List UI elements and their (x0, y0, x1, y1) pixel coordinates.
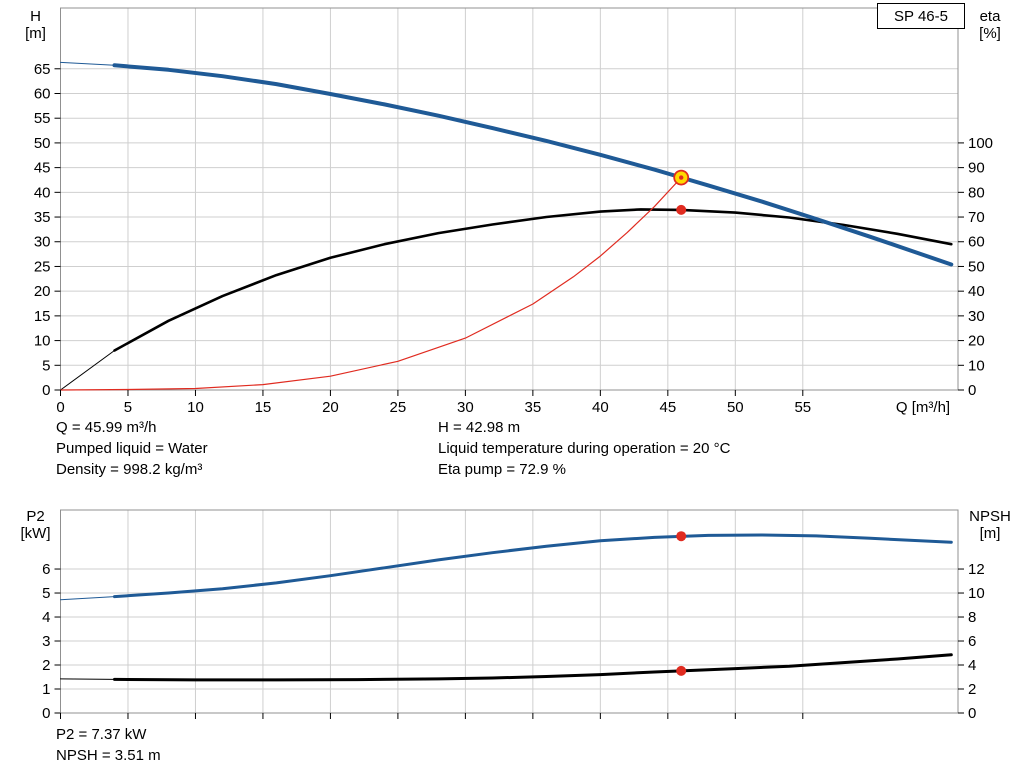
y-right-tick-label: 30 (968, 308, 985, 325)
y-left-tick-label: 10 (34, 333, 51, 350)
y-left-tick-label: 20 (34, 283, 51, 300)
y-left-tick-label: 4 (42, 609, 50, 626)
y-left-tick-label: 3 (42, 633, 50, 650)
x-tick-label: 45 (659, 399, 676, 416)
y-left-axis-title: P2 (26, 508, 44, 525)
info-line-density: Density = 998.2 kg/m³ (56, 461, 203, 478)
y-left-tick-label: 15 (34, 308, 51, 325)
npsh-point-marker (676, 665, 687, 676)
npsh-curve-lead (60, 678, 115, 680)
y-right-tick-label: 0 (968, 382, 976, 399)
info-line-npsh: NPSH = 3.51 m (56, 747, 161, 764)
y-right-tick-label: 90 (968, 160, 985, 177)
y-right-tick-label: 12 (968, 561, 985, 578)
info-line-eta: Eta pump = 72.9 % (438, 461, 566, 478)
y-left-axis-title: [m] (25, 25, 46, 42)
x-tick-label: 0 (56, 399, 64, 416)
y-left-tick-label: 65 (34, 61, 51, 78)
p2-curve-lead (60, 596, 115, 601)
y-right-tick-label: 10 (968, 357, 985, 374)
y-right-tick-label: 20 (968, 333, 985, 350)
y-left-tick-label: 55 (34, 110, 51, 127)
plot-frame (60, 509, 959, 714)
eta-curve (113, 208, 953, 352)
info-line-temperature: Liquid temperature during operation = 20… (438, 440, 731, 457)
power-npsh-info: P2 = 7.37 kW NPSH = 3.51 m (56, 724, 161, 766)
head-curve (112, 63, 954, 267)
y-right-tick-label: 70 (968, 209, 985, 226)
x-tick-label: 10 (187, 399, 204, 416)
npsh-curve (113, 653, 953, 682)
y-right-axis-title: eta (980, 8, 1002, 25)
p2-curve (113, 533, 953, 599)
y-right-tick-label: 40 (968, 283, 985, 300)
y-left-tick-label: 45 (34, 160, 51, 177)
y-right-axis-title: [m] (980, 525, 1001, 542)
y-left-tick-label: 0 (42, 382, 50, 399)
y-right-tick-label: 100 (968, 135, 993, 152)
x-tick-label: 30 (457, 399, 474, 416)
y-right-tick-label: 10 (968, 585, 985, 602)
y-left-tick-label: 50 (34, 135, 51, 152)
y-right-tick-label: 80 (968, 184, 985, 201)
y-left-tick-label: 6 (42, 561, 50, 578)
info-line-h: H = 42.98 m (438, 419, 521, 436)
y-right-axis-title: NPSH (969, 508, 1011, 525)
duty-info-right: H = 42.98 m Liquid temperature during op… (438, 417, 730, 480)
eta-curve-lead (60, 350, 115, 391)
x-tick-label: 50 (727, 399, 744, 416)
y-left-tick-label: 25 (34, 258, 51, 275)
y-right-tick-label: 50 (968, 258, 985, 275)
y-right-tick-label: 2 (968, 681, 976, 698)
y-left-tick-label: 0 (42, 705, 50, 722)
x-tick-label: 55 (794, 399, 811, 416)
plot-frame (60, 7, 959, 391)
x-axis-title: Q [m³/h] (896, 399, 950, 416)
hq-eta-chart: 0 5 10 15 20 25 30 35 40 45 50 55 0 5 10 15 20 25 30 35 40 45… (25, 7, 1002, 416)
y-right-tick-label: 8 (968, 609, 976, 626)
y-left-tick-label: 1 (42, 681, 50, 698)
y-left-tick-label: 35 (34, 209, 51, 226)
x-tick-label: 35 (525, 399, 542, 416)
x-tick-label: 25 (390, 399, 407, 416)
y-left-tick-label: 60 (34, 85, 51, 102)
y-right-tick-label: 0 (968, 705, 976, 722)
y-right-tick-label: 60 (968, 234, 985, 251)
eta-point-marker (676, 204, 687, 215)
y-left-tick-label: 5 (42, 357, 50, 374)
duty-info-left: Q = 45.99 m³/h Pumped liquid = Water Den… (56, 417, 208, 480)
x-tick-label: 40 (592, 399, 609, 416)
y-left-axis-title: H (30, 8, 41, 25)
x-tick-label: 5 (124, 399, 132, 416)
head-curve-lead (60, 61, 115, 66)
y-right-tick-label: 4 (968, 657, 976, 674)
info-line-liquid: Pumped liquid = Water (56, 440, 208, 457)
y-left-tick-label: 2 (42, 657, 50, 674)
p2-point-marker (676, 531, 687, 542)
info-line-q: Q = 45.99 m³/h (56, 419, 157, 436)
y-right-tick-label: 6 (968, 633, 976, 650)
info-line-p2: P2 = 7.37 kW (56, 726, 147, 743)
pump-model-badge: SP 46-5 (877, 3, 965, 29)
y-left-axis-title: [kW] (21, 525, 51, 542)
y-left-tick-label: 40 (34, 184, 51, 201)
y-left-tick-label: 5 (42, 585, 50, 602)
x-tick-label: 20 (322, 399, 339, 416)
duty-point-center (679, 175, 684, 180)
x-tick-label: 15 (255, 399, 272, 416)
y-left-tick-label: 30 (34, 234, 51, 251)
system-curve (59, 177, 682, 391)
y-right-axis-title: [%] (979, 25, 1001, 42)
